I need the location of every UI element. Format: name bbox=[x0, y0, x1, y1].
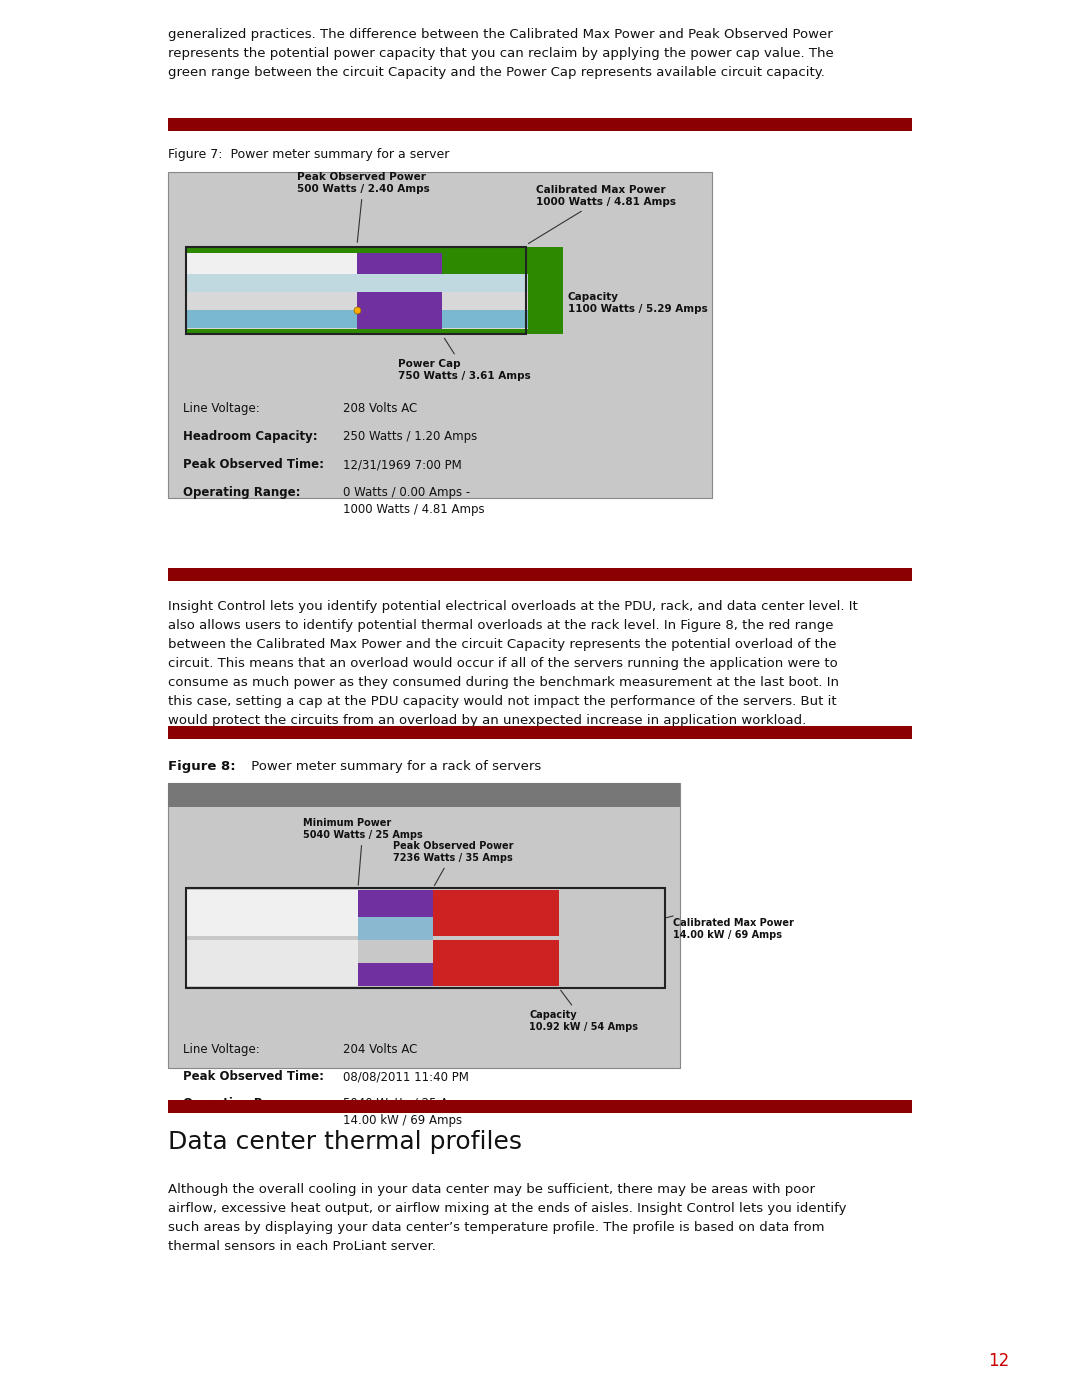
Text: 5040 Watts / 25 Amps -
14.00 kW / 69 Amps: 5040 Watts / 25 Amps - 14.00 kW / 69 Amp… bbox=[343, 1097, 482, 1127]
Bar bbox=[186, 310, 528, 328]
Text: Figure 8:: Figure 8: bbox=[168, 760, 235, 773]
Text: Power meter summary for a rack of servers: Power meter summary for a rack of server… bbox=[247, 760, 541, 773]
Text: Peak Observed Power
500 Watts / 2.40 Amps: Peak Observed Power 500 Watts / 2.40 Amp… bbox=[297, 172, 430, 242]
Text: Data center thermal profiles: Data center thermal profiles bbox=[168, 1130, 522, 1154]
Bar bbox=[186, 247, 563, 334]
Text: Peak Observed Power
7236 Watts / 35 Amps: Peak Observed Power 7236 Watts / 35 Amps bbox=[393, 841, 513, 886]
Bar bbox=[186, 247, 526, 334]
Text: 208 Volts AC: 208 Volts AC bbox=[343, 402, 417, 415]
Text: Peak Observed Time:: Peak Observed Time: bbox=[183, 458, 324, 471]
Bar bbox=[186, 888, 665, 988]
Text: 08/08/2011 11:40 PM: 08/08/2011 11:40 PM bbox=[343, 1070, 469, 1083]
Text: Insight Control lets you identify potential electrical overloads at the PDU, rac: Insight Control lets you identify potent… bbox=[168, 599, 858, 726]
Bar bbox=[357, 890, 433, 936]
Bar bbox=[168, 117, 912, 131]
Bar bbox=[168, 569, 912, 581]
Bar bbox=[357, 292, 442, 330]
Bar bbox=[186, 890, 357, 936]
Text: Power Summary for N45E12 [ Rack ]: Power Summary for N45E12 [ Rack ] bbox=[178, 789, 392, 800]
Text: Although the overall cooling in your data center may be sufficient, there may be: Although the overall cooling in your dat… bbox=[168, 1183, 847, 1253]
Text: 12: 12 bbox=[988, 1352, 1010, 1370]
Bar bbox=[186, 274, 528, 292]
Text: Peak Observed Time:: Peak Observed Time: bbox=[183, 1070, 324, 1083]
Text: 0 Watts / 0.00 Amps -
1000 Watts / 4.81 Amps: 0 Watts / 0.00 Amps - 1000 Watts / 4.81 … bbox=[343, 486, 485, 515]
Bar bbox=[433, 940, 559, 986]
Text: Operating Range:: Operating Range: bbox=[183, 1097, 300, 1111]
Text: Line Voltage:: Line Voltage: bbox=[183, 1044, 260, 1056]
Text: Capacity
1100 Watts / 5.29 Amps: Capacity 1100 Watts / 5.29 Amps bbox=[568, 292, 707, 314]
Text: generalized practices. The difference between the Calibrated Max Power and Peak : generalized practices. The difference be… bbox=[168, 28, 834, 80]
Bar bbox=[168, 1099, 912, 1113]
Text: Power Cap
750 Watts / 3.61 Amps: Power Cap 750 Watts / 3.61 Amps bbox=[399, 338, 530, 380]
Text: 12/31/1969 7:00 PM: 12/31/1969 7:00 PM bbox=[343, 458, 462, 471]
Text: Line Voltage:: Line Voltage: bbox=[183, 402, 260, 415]
Text: 250 Watts / 1.20 Amps: 250 Watts / 1.20 Amps bbox=[343, 430, 477, 443]
Text: Calibrated Max Power
1000 Watts / 4.81 Amps: Calibrated Max Power 1000 Watts / 4.81 A… bbox=[528, 186, 676, 243]
Bar bbox=[186, 253, 357, 286]
Bar bbox=[168, 726, 912, 739]
Bar bbox=[357, 253, 442, 286]
Bar bbox=[433, 890, 559, 936]
Text: Operating Range:: Operating Range: bbox=[183, 486, 300, 499]
Text: Calibrated Max Power
14.00 kW / 69 Amps: Calibrated Max Power 14.00 kW / 69 Amps bbox=[673, 918, 794, 940]
Bar bbox=[168, 782, 680, 807]
Text: Figure 7:  Power meter summary for a server: Figure 7: Power meter summary for a serv… bbox=[168, 148, 449, 161]
Text: Capacity
10.92 kW / 54 Amps: Capacity 10.92 kW / 54 Amps bbox=[529, 990, 638, 1031]
Bar bbox=[168, 172, 712, 497]
Bar bbox=[357, 963, 433, 986]
Text: Minimum Power
5040 Watts / 25 Amps: Minimum Power 5040 Watts / 25 Amps bbox=[303, 819, 422, 886]
Text: 204 Volts AC: 204 Volts AC bbox=[343, 1044, 417, 1056]
Bar bbox=[186, 292, 528, 330]
Bar bbox=[168, 782, 680, 1067]
Bar bbox=[186, 940, 357, 986]
Bar bbox=[357, 916, 433, 940]
Text: Headroom Capacity:: Headroom Capacity: bbox=[183, 430, 318, 443]
